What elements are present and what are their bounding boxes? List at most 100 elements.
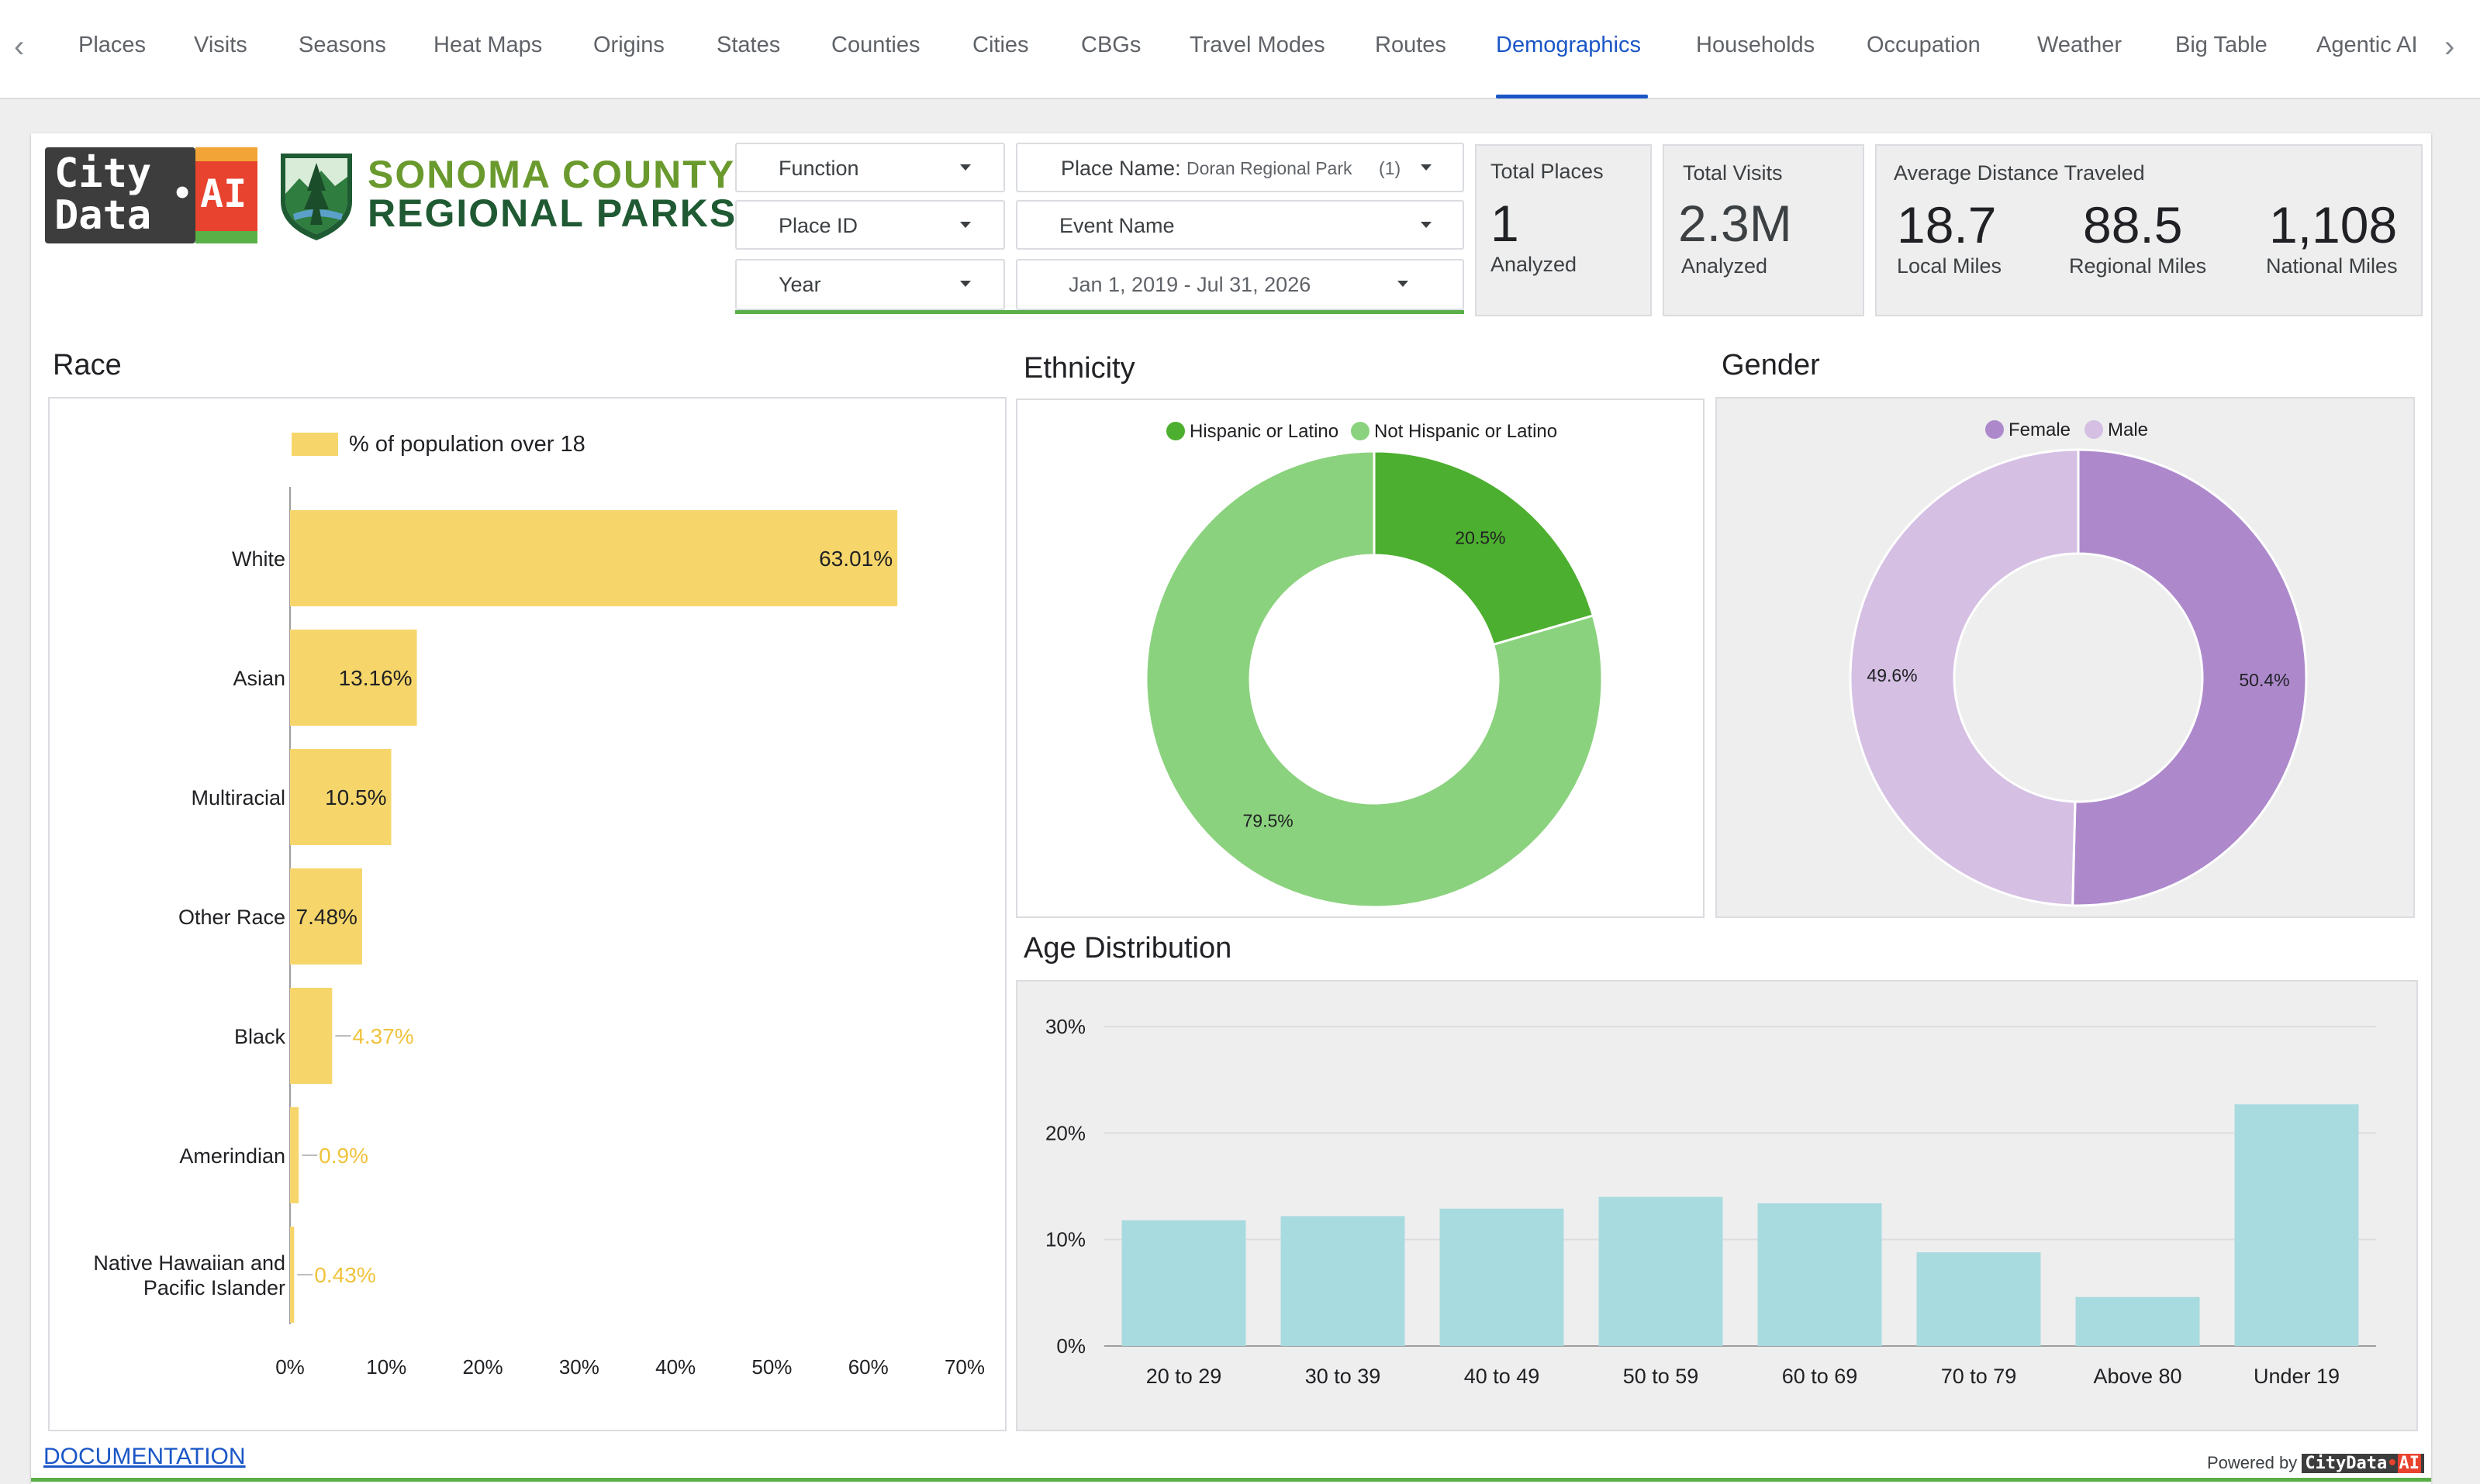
race-x-tick-label: 40% [655, 1355, 696, 1379]
place-name-filter[interactable]: Place Name: Doran Regional Park (1) [1016, 143, 1464, 192]
age-chart-panel: 0% 10% 20% 30% 20 to 29 30 to 39 40 to 49 50 to… [1016, 980, 2418, 1431]
age-distribution-bar-chart: 0% 10% 20% 30% 20 to 29 30 to 39 40 to 49 50 to… [1045, 1015, 2376, 1388]
age-bar [1916, 1252, 2041, 1346]
ethnicity-value-label: 79.5% [1242, 810, 1293, 830]
tab-cities[interactable]: Cities [972, 33, 1029, 57]
active-tab-indicator [1496, 95, 1648, 98]
age-y-tick-label: 20% [1045, 1121, 1086, 1144]
tab-households[interactable]: Households [1696, 33, 1815, 57]
logo-red-block [195, 147, 257, 243]
ethnicity-legend-swatch [1166, 422, 1185, 440]
age-y-tick-label: 10% [1045, 1228, 1086, 1251]
tab-heat-maps[interactable]: Heat Maps [433, 33, 543, 57]
race-bar [290, 749, 392, 845]
average-distance-label: Average Distance Traveled [1894, 161, 2145, 185]
race-category-label: Asian [233, 667, 285, 690]
logo-text-ai: AI [200, 171, 247, 216]
tab-states[interactable]: States [717, 33, 781, 57]
event-name-dropdown[interactable]: Event Name [1016, 200, 1464, 250]
race-x-tick-label: 0% [275, 1355, 305, 1379]
race-bar [290, 1107, 299, 1203]
gender-chart-panel: Female Male 50.4% 49.6% [1715, 397, 2415, 918]
age-category-label: Above 80 [2093, 1365, 2181, 1388]
ethnicity-legend-label: Not Hispanic or Latino [1374, 421, 1557, 442]
ethnicity-legend-label: Hispanic or Latino [1190, 421, 1338, 442]
logo-orange-strip [195, 147, 257, 161]
tab-demographics[interactable]: Demographics [1496, 33, 1641, 57]
total-visits-sub: Analyzed [1681, 254, 1768, 278]
tab-cbgs[interactable]: CBGs [1081, 33, 1142, 57]
tab-big-table[interactable]: Big Table [2175, 33, 2268, 57]
race-x-tick-label: 30% [559, 1355, 599, 1379]
ethnicity-legend-swatch [1351, 422, 1370, 440]
race-category-label: Black [234, 1025, 286, 1048]
documentation-link[interactable]: DOCUMENTATION [43, 1444, 246, 1469]
race-bar [290, 1227, 295, 1323]
race-chart-panel: % of population over 18 White 63.01% Asian 1… [48, 397, 1007, 1431]
date-range-value: Jan 1, 2019 - Jul 31, 2026 [1069, 273, 1311, 296]
powered-by-logo: CityData•AI [2302, 1454, 2425, 1473]
ethnicity-chart-panel: Hispanic or Latino Not Hispanic or Latino… [1016, 399, 1705, 918]
date-range-picker[interactable]: Jan 1, 2019 - Jul 31, 2026 [1016, 259, 1464, 310]
tab-counties[interactable]: Counties [831, 33, 921, 57]
total-visits-value: 2.3M [1678, 195, 1792, 252]
brand-line-1: SONOMA COUNTY [368, 153, 736, 196]
age-bar [1598, 1196, 1723, 1346]
age-distribution-title: Age Distribution [1024, 932, 1232, 965]
tab-seasons[interactable]: Seasons [299, 33, 386, 57]
race-value-label: 63.01% [819, 547, 893, 571]
gender-title: Gender [1722, 349, 1820, 381]
race-title: Race [53, 349, 122, 381]
place-name-filter-value: Doran Regional Park [1186, 158, 1352, 178]
powered-by: Powered by CityData•AI [2207, 1453, 2425, 1473]
race-value-label: 13.16% [339, 666, 413, 690]
controls-accent-bar [735, 310, 1464, 314]
chevron-right-icon[interactable]: › [2444, 29, 2455, 64]
tab-places[interactable]: Places [78, 33, 147, 57]
race-category-label: Native Hawaiian and [93, 1251, 285, 1275]
tab-weather[interactable]: Weather [2037, 33, 2123, 57]
total-visits-scorecard: Total Visits 2.3M Analyzed [1663, 144, 1864, 316]
age-bar [1757, 1203, 1882, 1346]
brand-line-2: REGIONAL PARKS [368, 192, 737, 235]
tab-agentic-ai[interactable]: Agentic AI [2316, 33, 2418, 57]
place-id-dropdown[interactable]: Place ID [735, 200, 1005, 250]
local-miles-value: 18.7 [1897, 196, 1997, 254]
logo-dark-block [45, 147, 195, 243]
tab-visits[interactable]: Visits [194, 33, 247, 57]
logo-green-strip [195, 231, 257, 243]
powered-brand-ai: AI [2397, 1454, 2422, 1473]
age-bar [1280, 1216, 1405, 1346]
gender-value-label: 50.4% [2239, 670, 2289, 690]
race-x-tick-label: 60% [848, 1355, 889, 1379]
race-category-label: Other Race [178, 906, 285, 929]
chevron-left-icon[interactable]: ‹ [14, 29, 25, 64]
age-category-label: 70 to 79 [1941, 1365, 2017, 1388]
ethnicity-slice [1373, 450, 1595, 647]
gender-legend-swatch [1985, 420, 2004, 439]
national-miles-label: National Miles [2266, 254, 2398, 278]
logo-dot: • [175, 170, 190, 215]
tab-travel-modes[interactable]: Travel Modes [1190, 33, 1325, 57]
gender-slice [1849, 448, 2080, 907]
function-dropdown-label: Function [779, 157, 859, 180]
race-x-tick-label: 70% [945, 1355, 985, 1379]
year-dropdown[interactable]: Year [735, 259, 1005, 310]
race-category-label: Pacific Islander [143, 1276, 285, 1299]
function-dropdown[interactable]: Function [735, 143, 1005, 192]
total-places-value: 1 [1490, 195, 1519, 252]
race-x-tick-label: 20% [463, 1355, 503, 1379]
age-bar [1439, 1208, 1564, 1346]
tab-origins[interactable]: Origins [593, 33, 665, 57]
tab-occupation[interactable]: Occupation [1867, 33, 1981, 57]
caret-down-icon [960, 281, 971, 287]
age-category-label: 20 to 29 [1146, 1365, 1222, 1388]
logo-text-data: Data [54, 192, 152, 239]
race-legend-swatch [292, 433, 338, 456]
total-visits-label: Total Visits [1683, 161, 1783, 185]
tab-bar: ‹ Places Visits Seasons Heat Maps Origin… [0, 0, 2480, 99]
race-value-label: 10.5% [325, 785, 386, 809]
race-value-label: 0.43% [314, 1263, 375, 1287]
race-category-label: Multiracial [191, 786, 285, 809]
tab-routes[interactable]: Routes [1375, 33, 1446, 57]
